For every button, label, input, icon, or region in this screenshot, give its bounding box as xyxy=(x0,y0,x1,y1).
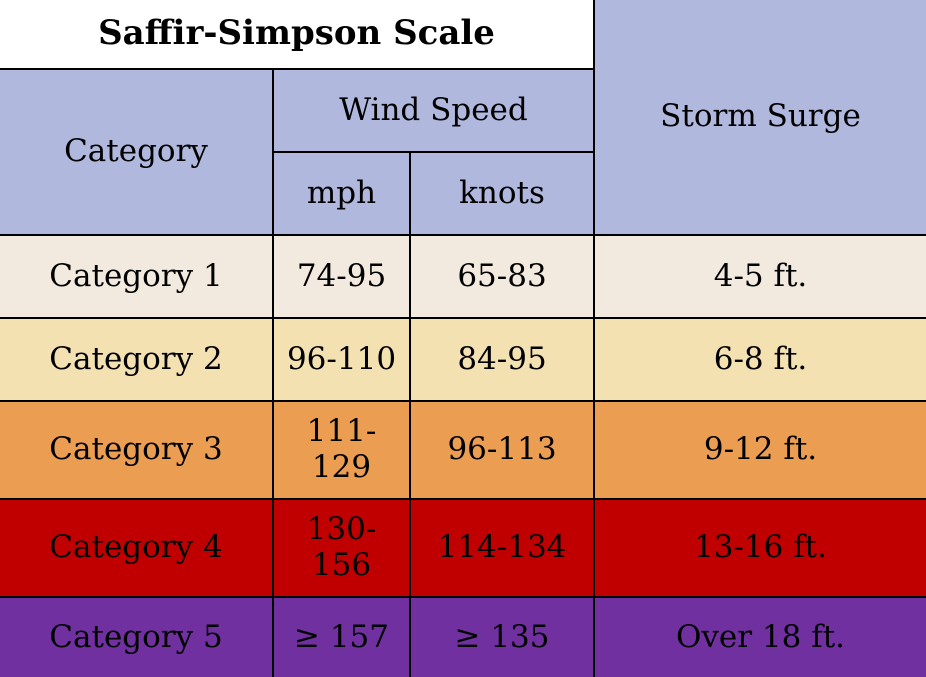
row-surge: Over 18 ft. xyxy=(593,596,926,677)
row-knots: 114-134 xyxy=(409,498,595,598)
row-category: Category 5 xyxy=(0,596,274,677)
row-category: Category 3 xyxy=(0,400,274,500)
row-knots: 96-113 xyxy=(409,400,595,500)
row-knots: ≥ 135 xyxy=(409,596,595,677)
row-mph: ≥ 157 xyxy=(272,596,411,677)
header-storm-surge: Storm Surge xyxy=(593,0,926,236)
row-category: Category 2 xyxy=(0,317,274,402)
table-row: Category 5 ≥ 157 ≥ 135 Over 18 ft. xyxy=(0,596,926,677)
row-knots: 84-95 xyxy=(409,317,595,402)
row-knots: 65-83 xyxy=(409,234,595,319)
header-knots: knots xyxy=(409,151,595,236)
table-row: Category 1 74-95 65-83 4-5 ft. xyxy=(0,234,926,319)
table-title: Saffir-Simpson Scale xyxy=(0,0,595,70)
row-surge: 4-5 ft. xyxy=(593,234,926,319)
header-wind-speed: Wind Speed xyxy=(272,68,595,153)
header-mph: mph xyxy=(273,151,411,236)
row-surge: 9-12 ft. xyxy=(593,400,926,500)
row-mph: 130-156 xyxy=(272,498,411,598)
table-row: Category 4 130-156 114-134 13-16 ft. xyxy=(0,498,926,598)
row-mph: 111-129 xyxy=(272,400,411,500)
row-category: Category 4 xyxy=(0,498,274,598)
row-mph: 96-110 xyxy=(272,317,411,402)
header-category: Category xyxy=(0,68,274,236)
table-row: Category 3 111-129 96-113 9-12 ft. xyxy=(0,400,926,500)
row-surge: 13-16 ft. xyxy=(593,498,926,598)
row-mph: 74-95 xyxy=(272,234,411,319)
table-row: Category 2 96-110 84-95 6-8 ft. xyxy=(0,317,926,402)
row-surge: 6-8 ft. xyxy=(593,317,926,402)
row-category: Category 1 xyxy=(0,234,274,319)
